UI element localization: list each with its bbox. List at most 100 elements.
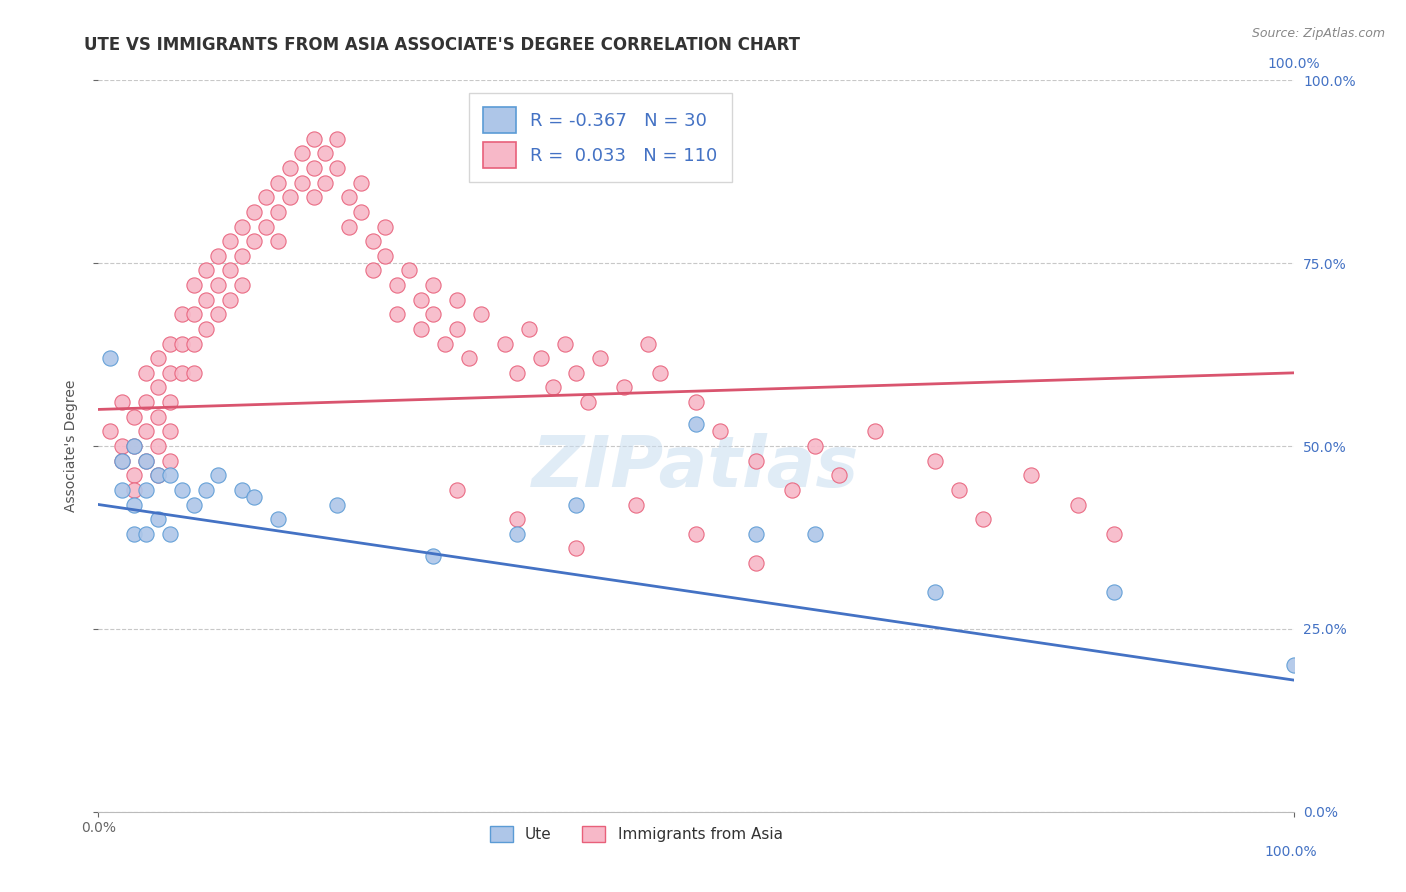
Text: ZIPatlas: ZIPatlas	[533, 434, 859, 502]
Point	[148, 351, 170, 366]
Point	[135, 483, 157, 497]
Point	[135, 425, 157, 439]
Point	[422, 278, 444, 293]
Point	[124, 439, 146, 453]
Point	[578, 395, 600, 409]
Point	[159, 336, 181, 351]
Point	[685, 395, 707, 409]
Point	[385, 278, 409, 293]
Point	[159, 366, 181, 380]
Point	[363, 234, 385, 248]
Point	[326, 161, 349, 175]
Point	[183, 307, 205, 321]
Point	[124, 439, 146, 453]
Point	[111, 439, 134, 453]
Point	[148, 409, 170, 424]
Point	[924, 585, 946, 599]
Point	[183, 366, 205, 380]
Point	[195, 293, 218, 307]
Point	[626, 498, 648, 512]
Point	[111, 395, 134, 409]
Point	[219, 263, 242, 277]
Y-axis label: Associate's Degree: Associate's Degree	[63, 380, 77, 512]
Point	[254, 190, 277, 204]
Point	[148, 468, 170, 483]
Point	[804, 526, 827, 541]
Point	[446, 322, 468, 336]
Point	[506, 366, 529, 380]
Point	[339, 219, 361, 234]
Point	[948, 483, 970, 497]
Point	[506, 526, 529, 541]
Point	[148, 512, 170, 526]
Point	[98, 351, 122, 366]
Point	[530, 351, 553, 366]
Point	[183, 336, 205, 351]
Point	[124, 483, 146, 497]
Point	[195, 322, 218, 336]
Point	[398, 263, 420, 277]
Point	[183, 498, 205, 512]
Point	[506, 512, 529, 526]
Point	[267, 176, 290, 190]
Point	[231, 249, 253, 263]
Point	[291, 146, 314, 161]
Point	[339, 190, 361, 204]
Point	[302, 190, 325, 204]
Point	[350, 176, 373, 190]
Point	[565, 541, 588, 556]
Point	[124, 409, 146, 424]
Point	[374, 219, 396, 234]
Point	[637, 336, 659, 351]
Point	[411, 293, 433, 307]
Point	[159, 468, 181, 483]
Point	[422, 549, 444, 563]
Point	[326, 132, 349, 146]
Point	[302, 161, 325, 175]
Point	[972, 512, 994, 526]
Point	[111, 483, 134, 497]
Point	[589, 351, 612, 366]
Point	[1019, 468, 1042, 483]
Point	[494, 336, 516, 351]
Point	[148, 380, 170, 394]
Point	[315, 176, 337, 190]
Point	[148, 468, 170, 483]
Point	[517, 322, 540, 336]
Point	[685, 417, 707, 431]
Point	[159, 425, 181, 439]
Point	[709, 425, 731, 439]
Point	[267, 512, 290, 526]
Point	[172, 307, 194, 321]
Point	[243, 234, 266, 248]
Point	[385, 307, 409, 321]
Point	[111, 453, 134, 467]
Point	[124, 526, 146, 541]
Point	[828, 468, 851, 483]
Point	[135, 453, 157, 467]
Point	[745, 453, 768, 467]
Point	[267, 234, 290, 248]
Point	[124, 468, 146, 483]
Point	[183, 278, 205, 293]
Point	[470, 307, 492, 321]
Legend: Ute, Immigrants from Asia: Ute, Immigrants from Asia	[484, 820, 789, 848]
Point	[780, 483, 803, 497]
Point	[207, 468, 229, 483]
Point	[148, 439, 170, 453]
Point	[411, 322, 433, 336]
Point	[924, 453, 946, 467]
Point	[541, 380, 564, 394]
Point	[446, 293, 468, 307]
Point	[172, 483, 194, 497]
Point	[159, 395, 181, 409]
Text: UTE VS IMMIGRANTS FROM ASIA ASSOCIATE'S DEGREE CORRELATION CHART: UTE VS IMMIGRANTS FROM ASIA ASSOCIATE'S …	[84, 36, 800, 54]
Text: Source: ZipAtlas.com: Source: ZipAtlas.com	[1251, 27, 1385, 40]
Point	[458, 351, 481, 366]
Point	[422, 307, 444, 321]
Point	[231, 483, 253, 497]
Point	[1104, 526, 1126, 541]
Point	[315, 146, 337, 161]
Point	[554, 336, 576, 351]
Point	[195, 263, 218, 277]
